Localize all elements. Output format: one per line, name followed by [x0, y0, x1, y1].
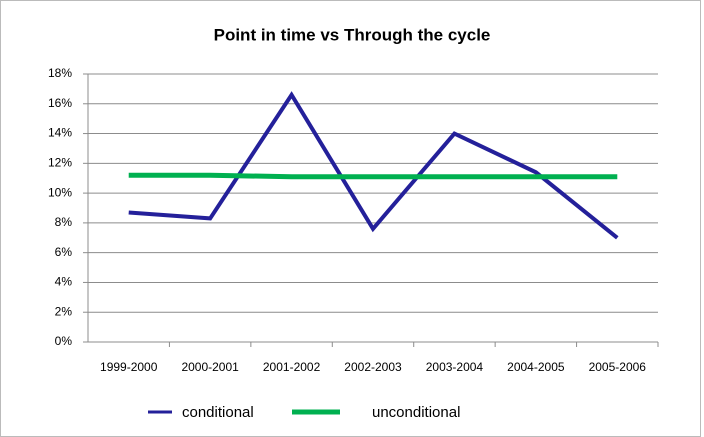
y-tick-label: 0% [55, 334, 73, 348]
y-tick-label: 16% [48, 96, 72, 110]
y-tick-label: 8% [55, 215, 73, 229]
x-tick-label: 2002-2003 [344, 360, 402, 374]
y-tick-label: 6% [55, 245, 73, 259]
y-tick-label: 2% [55, 304, 73, 318]
x-tick-label: 2005-2006 [589, 360, 647, 374]
chart-title: Point in time vs Through the cycle [214, 25, 491, 44]
series-line [128, 172, 618, 180]
y-tick-label: 18% [48, 66, 72, 80]
x-tick-label: 1999-2000 [100, 360, 158, 374]
x-tick-label: 2000-2001 [181, 360, 239, 374]
x-tick-label: 2001-2002 [263, 360, 321, 374]
series-line [128, 91, 619, 240]
x-tick-label: 2003-2004 [426, 360, 484, 374]
y-tick-label: 4% [55, 275, 73, 289]
legend-label: conditional [182, 404, 254, 421]
x-tick-label: 2004-2005 [507, 360, 565, 374]
y-tick-label: 10% [48, 185, 72, 199]
y-tick-label: 12% [48, 156, 72, 170]
legend-label: unconditional [372, 404, 460, 421]
y-tick-label: 14% [48, 126, 72, 140]
